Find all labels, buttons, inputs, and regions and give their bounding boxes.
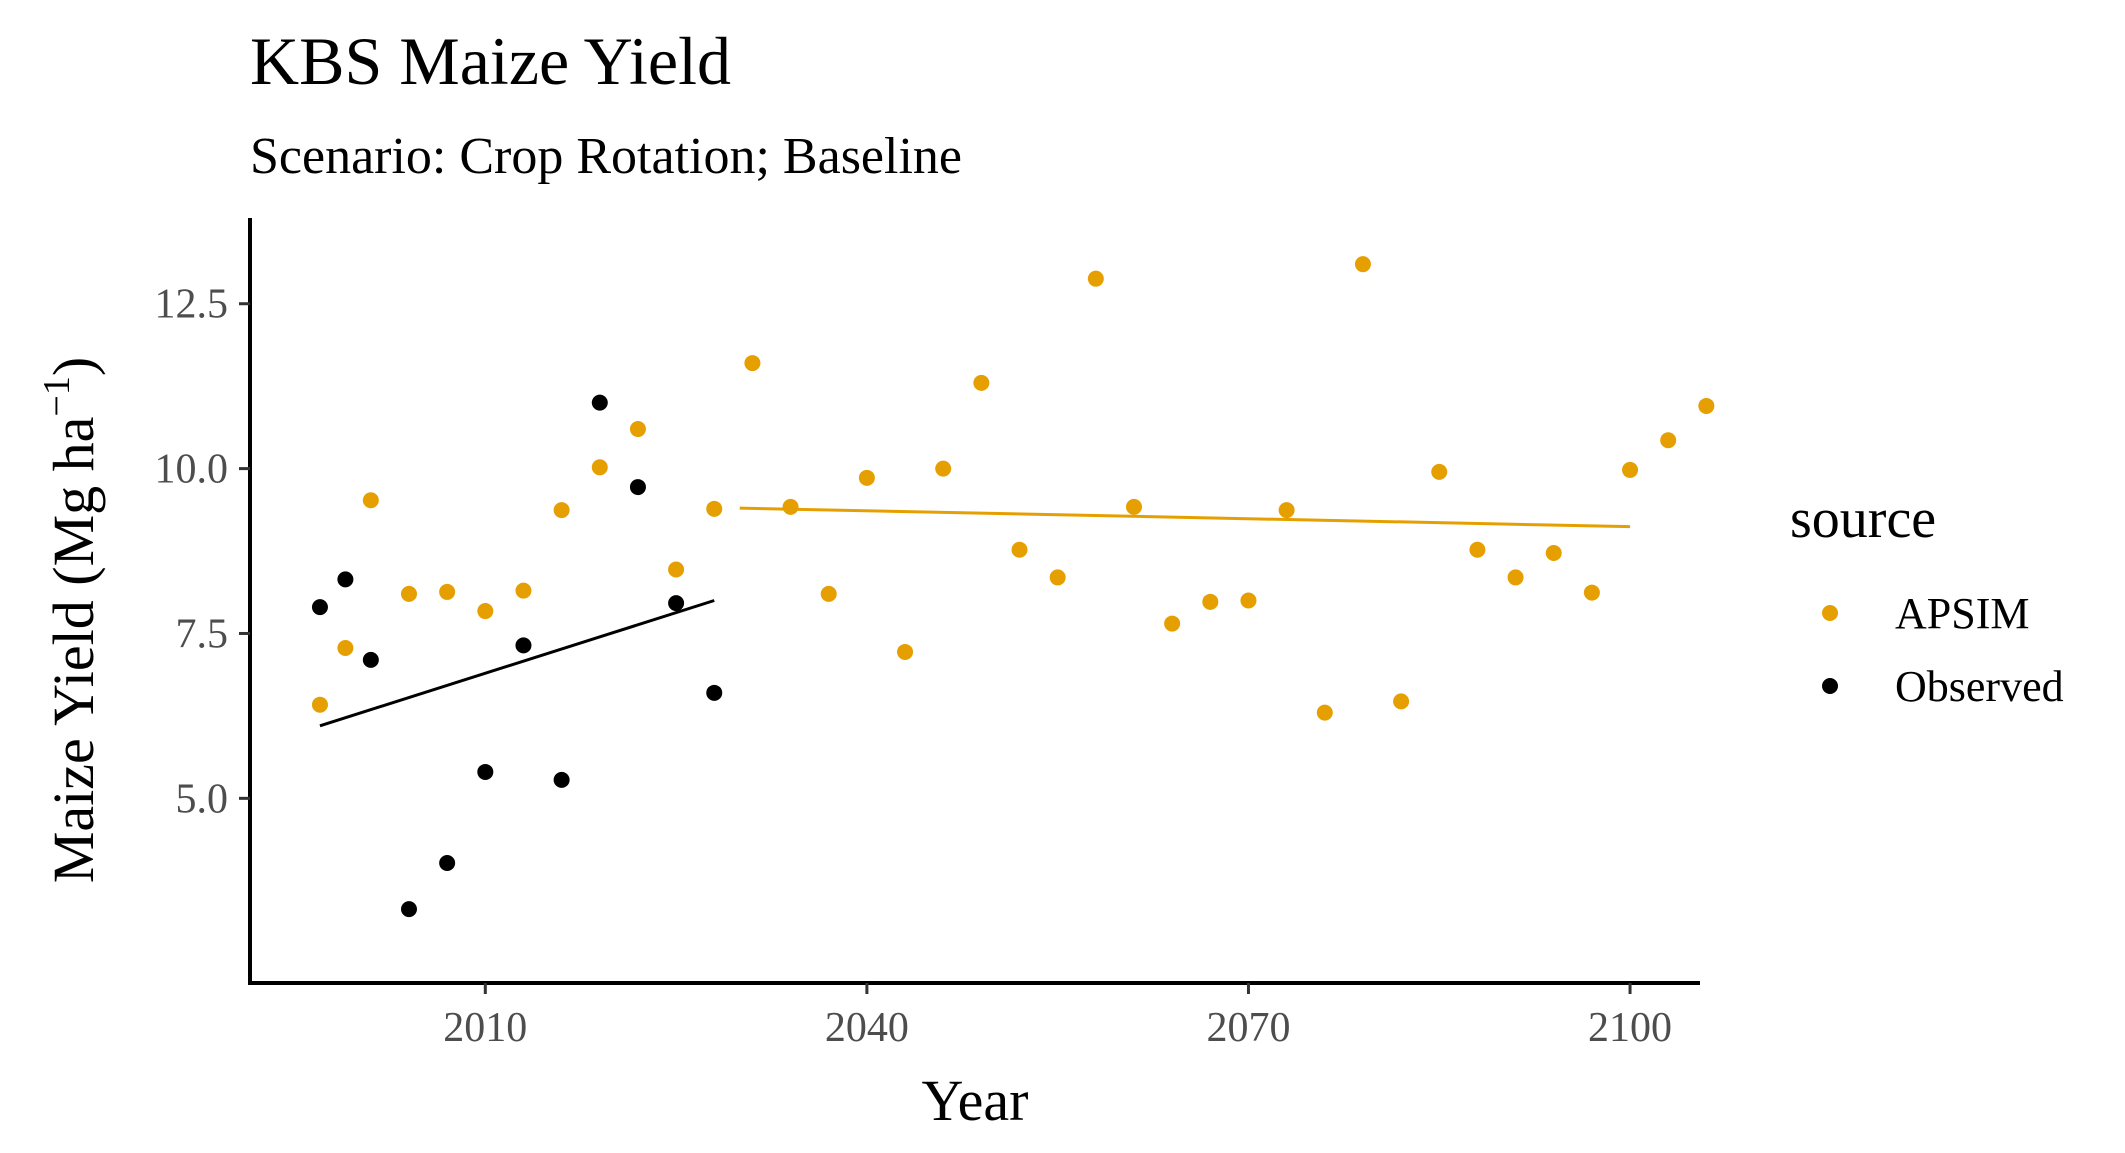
legend-label-observed: Observed	[1895, 662, 2064, 711]
chart-title: KBS Maize Yield	[250, 23, 731, 99]
x-tick-label: 2070	[1206, 1005, 1290, 1051]
point-apsim	[1698, 397, 1715, 414]
point-apsim	[1545, 545, 1562, 562]
point-apsim	[1049, 569, 1066, 586]
legend-key-apsim	[1822, 605, 1838, 621]
point-apsim	[668, 561, 685, 578]
point-apsim	[311, 696, 328, 713]
point-apsim	[629, 421, 646, 438]
legend: source APSIM Observed	[1790, 488, 2064, 711]
point-observed	[553, 771, 570, 788]
point-apsim	[1469, 541, 1486, 558]
point-apsim	[1278, 502, 1295, 519]
y-axis-title: Maize Yield (Mg ha−1)	[36, 357, 106, 883]
point-apsim	[1354, 256, 1371, 273]
point-apsim	[1507, 569, 1524, 586]
point-observed	[337, 571, 354, 588]
point-apsim	[591, 459, 608, 476]
y-tick-label: 5.0	[176, 776, 229, 822]
point-observed	[400, 901, 417, 918]
x-axis: 2010 2040 2070 2100	[443, 983, 1672, 1051]
point-apsim	[1240, 592, 1257, 609]
point-apsim	[820, 585, 837, 602]
point-apsim	[1164, 615, 1181, 632]
y-tick-label: 7.5	[176, 611, 229, 657]
point-apsim	[439, 583, 456, 600]
point-apsim	[1316, 704, 1333, 721]
point-apsim	[1622, 461, 1639, 478]
point-apsim	[1125, 498, 1142, 515]
point-apsim	[973, 374, 990, 391]
x-tick-label: 2100	[1588, 1005, 1672, 1051]
point-apsim	[897, 643, 914, 660]
point-apsim	[362, 492, 379, 509]
point-apsim	[1011, 541, 1028, 558]
legend-title: source	[1790, 488, 1936, 550]
point-apsim	[1431, 463, 1448, 480]
point-observed	[668, 595, 685, 612]
trend-line-observed	[319, 599, 715, 728]
point-observed	[706, 684, 723, 701]
y-axis-title-superscript: −1	[36, 376, 78, 416]
legend-label-apsim: APSIM	[1895, 589, 2030, 638]
y-tick-label: 12.5	[155, 282, 229, 328]
point-apsim	[858, 469, 875, 486]
point-apsim	[400, 585, 417, 602]
plot-area	[311, 256, 1715, 918]
point-apsim	[1393, 693, 1410, 710]
point-apsim	[1087, 270, 1104, 287]
point-apsim	[744, 355, 761, 372]
x-tick-label: 2040	[825, 1005, 909, 1051]
point-apsim	[1660, 432, 1677, 449]
point-observed	[362, 651, 379, 668]
trend-line-apsim	[739, 506, 1631, 529]
point-apsim	[782, 498, 799, 515]
point-apsim	[477, 603, 494, 620]
y-tick-label: 10.0	[155, 447, 229, 493]
legend-key-observed	[1822, 678, 1838, 694]
y-axis-title-close: )	[41, 357, 106, 376]
point-apsim	[1583, 584, 1600, 601]
point-apsim	[337, 639, 354, 656]
point-observed	[439, 854, 456, 871]
y-axis-title-main: Maize Yield (Mg ha	[41, 417, 106, 884]
point-observed	[477, 763, 494, 780]
point-apsim	[706, 500, 723, 517]
point-observed	[591, 394, 608, 411]
point-apsim	[553, 502, 570, 519]
point-observed	[515, 637, 532, 654]
point-observed	[311, 599, 328, 616]
y-axis: 5.0 7.5 10.0 12.5	[155, 282, 250, 822]
point-apsim	[1202, 593, 1219, 610]
x-tick-label: 2010	[443, 1005, 527, 1051]
point-apsim	[515, 582, 532, 599]
point-apsim	[935, 460, 952, 477]
x-axis-title: Year	[922, 1068, 1029, 1133]
chart-subtitle: Scenario: Crop Rotation; Baseline	[250, 128, 962, 185]
point-observed	[629, 479, 646, 496]
